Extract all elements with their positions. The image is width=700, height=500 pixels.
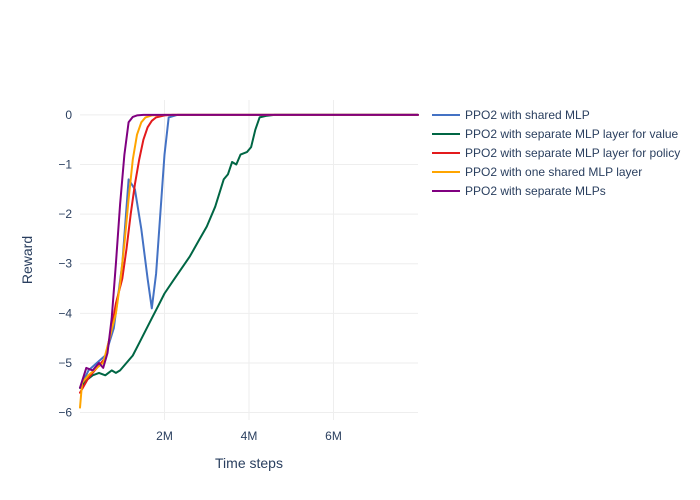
x-tick-label: 6M: [325, 429, 342, 443]
legend-item[interactable]: PPO2 with shared MLP: [432, 108, 590, 122]
legend-label: PPO2 with shared MLP: [465, 108, 590, 122]
x-tick-label: 4M: [241, 429, 258, 443]
y-tick-label: −6: [58, 406, 72, 420]
tick-layer: 2M 4M 6M 0 −1 −2 −3 −4 −5 −6: [58, 108, 342, 443]
x-axis-title: Time steps: [215, 455, 283, 471]
series-line-5: [79, 113, 419, 389]
legend: PPO2 with shared MLP PPO2 with separate M…: [432, 108, 680, 198]
y-tick-label: −3: [58, 257, 72, 271]
legend-label: PPO2 with one shared MLP layer: [465, 165, 642, 179]
legend-item[interactable]: PPO2 with one shared MLP layer: [432, 165, 642, 179]
y-tick-label: −5: [58, 356, 72, 370]
legend-label: PPO2 with separate MLPs: [465, 184, 606, 198]
y-tick-label: −4: [58, 306, 72, 320]
x-tick-label: 2M: [156, 429, 173, 443]
legend-label: PPO2 with separate MLP layer for policy: [465, 146, 680, 160]
y-tick-label: −1: [58, 157, 72, 171]
series-layer: [79, 113, 419, 409]
legend-label: PPO2 with separate MLP layer for value: [465, 127, 679, 141]
series-line-2: [79, 113, 419, 389]
y-tick-label: 0: [65, 108, 72, 122]
legend-item[interactable]: PPO2 with separate MLPs: [432, 184, 606, 198]
y-tick-label: −2: [58, 207, 72, 221]
legend-item[interactable]: PPO2 with separate MLP layer for value: [432, 127, 679, 141]
y-axis-title: Reward: [19, 236, 35, 284]
legend-item[interactable]: PPO2 with separate MLP layer for policy: [432, 146, 680, 160]
